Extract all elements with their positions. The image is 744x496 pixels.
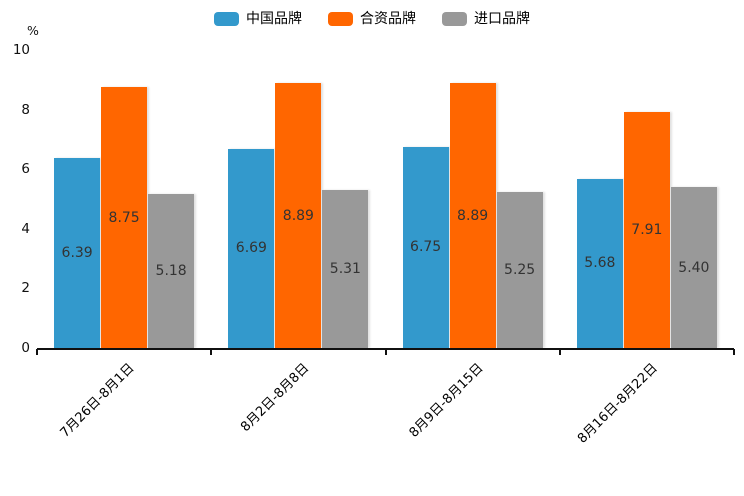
bar-value-label: 5.40 (678, 259, 710, 276)
x-axis-tick-mark (733, 349, 735, 355)
y-axis-unit-label: % (27, 23, 39, 38)
y-axis-tick-label: 4 (21, 220, 30, 237)
legend-item[interactable]: 进口品牌 (442, 12, 530, 26)
bar-value-label: 8.75 (108, 209, 140, 226)
x-axis-tick-label: 8月9日-8月15日 (406, 360, 487, 441)
bar-value-label: 7.91 (631, 222, 663, 239)
y-axis-tick-label: 0 (21, 340, 30, 356)
y-axis-tick-label: 8 (21, 101, 30, 118)
plot-area: 6.39 8.75 5.18 6.69 8.89 5.31 6.75 8.89 5.25 5.68… (37, 50, 734, 350)
legend-item[interactable]: 中国品牌 (214, 12, 302, 26)
y-axis-tick-label: 2 (21, 280, 30, 297)
bar: 5.68 (576, 178, 623, 348)
x-axis-tick-mark (210, 349, 213, 355)
x-axis-tick-mark (384, 349, 387, 355)
bar: 6.39 (54, 157, 101, 348)
bar-value-label: 5.18 (155, 262, 187, 279)
bar: 6.75 (402, 146, 449, 348)
bar: 5.31 (322, 189, 369, 348)
x-axis-tick-label: 8月16日-8月22日 (574, 360, 661, 447)
legend: 中国品牌 合资品牌 进口品牌 (0, 8, 744, 30)
bar-value-label: 6.39 (61, 244, 93, 261)
y-axis-tick-labels: 0 2 4 6 8 10 (0, 0, 30, 496)
legend-label: 合资品牌 (360, 11, 416, 27)
legend-swatch-icon (442, 12, 467, 26)
bar-value-label: 8.89 (457, 207, 489, 224)
x-axis-tick-mark (36, 349, 38, 355)
bar: 5.18 (148, 193, 195, 348)
bar-value-label: 5.68 (584, 255, 616, 272)
x-axis-tick-label: 7月26日-8月1日 (57, 360, 138, 441)
bar-value-label: 8.89 (282, 207, 314, 224)
bar: 5.25 (496, 191, 543, 348)
legend-swatch-icon (214, 12, 239, 26)
bar: 6.69 (228, 148, 275, 348)
x-axis-tick-label: 8月2日-8月8日 (237, 360, 312, 435)
legend-label: 进口品牌 (474, 11, 530, 27)
bar: 7.91 (623, 112, 670, 348)
bar: 8.75 (101, 87, 148, 348)
bar-value-label: 5.25 (504, 261, 536, 278)
y-axis-tick-label: 6 (21, 161, 30, 178)
bar-value-label: 6.75 (410, 239, 442, 256)
bar: 8.89 (449, 83, 496, 348)
legend-label: 中国品牌 (246, 11, 302, 27)
bar: 8.89 (275, 83, 322, 348)
bar-value-label: 5.31 (329, 260, 361, 277)
y-axis-tick-label: 10 (12, 42, 30, 58)
legend-item[interactable]: 合资品牌 (328, 12, 416, 26)
legend-swatch-icon (328, 12, 353, 26)
x-axis-tick-mark (558, 349, 561, 355)
bar-value-label: 6.69 (235, 240, 267, 257)
bar: 5.40 (670, 187, 717, 348)
